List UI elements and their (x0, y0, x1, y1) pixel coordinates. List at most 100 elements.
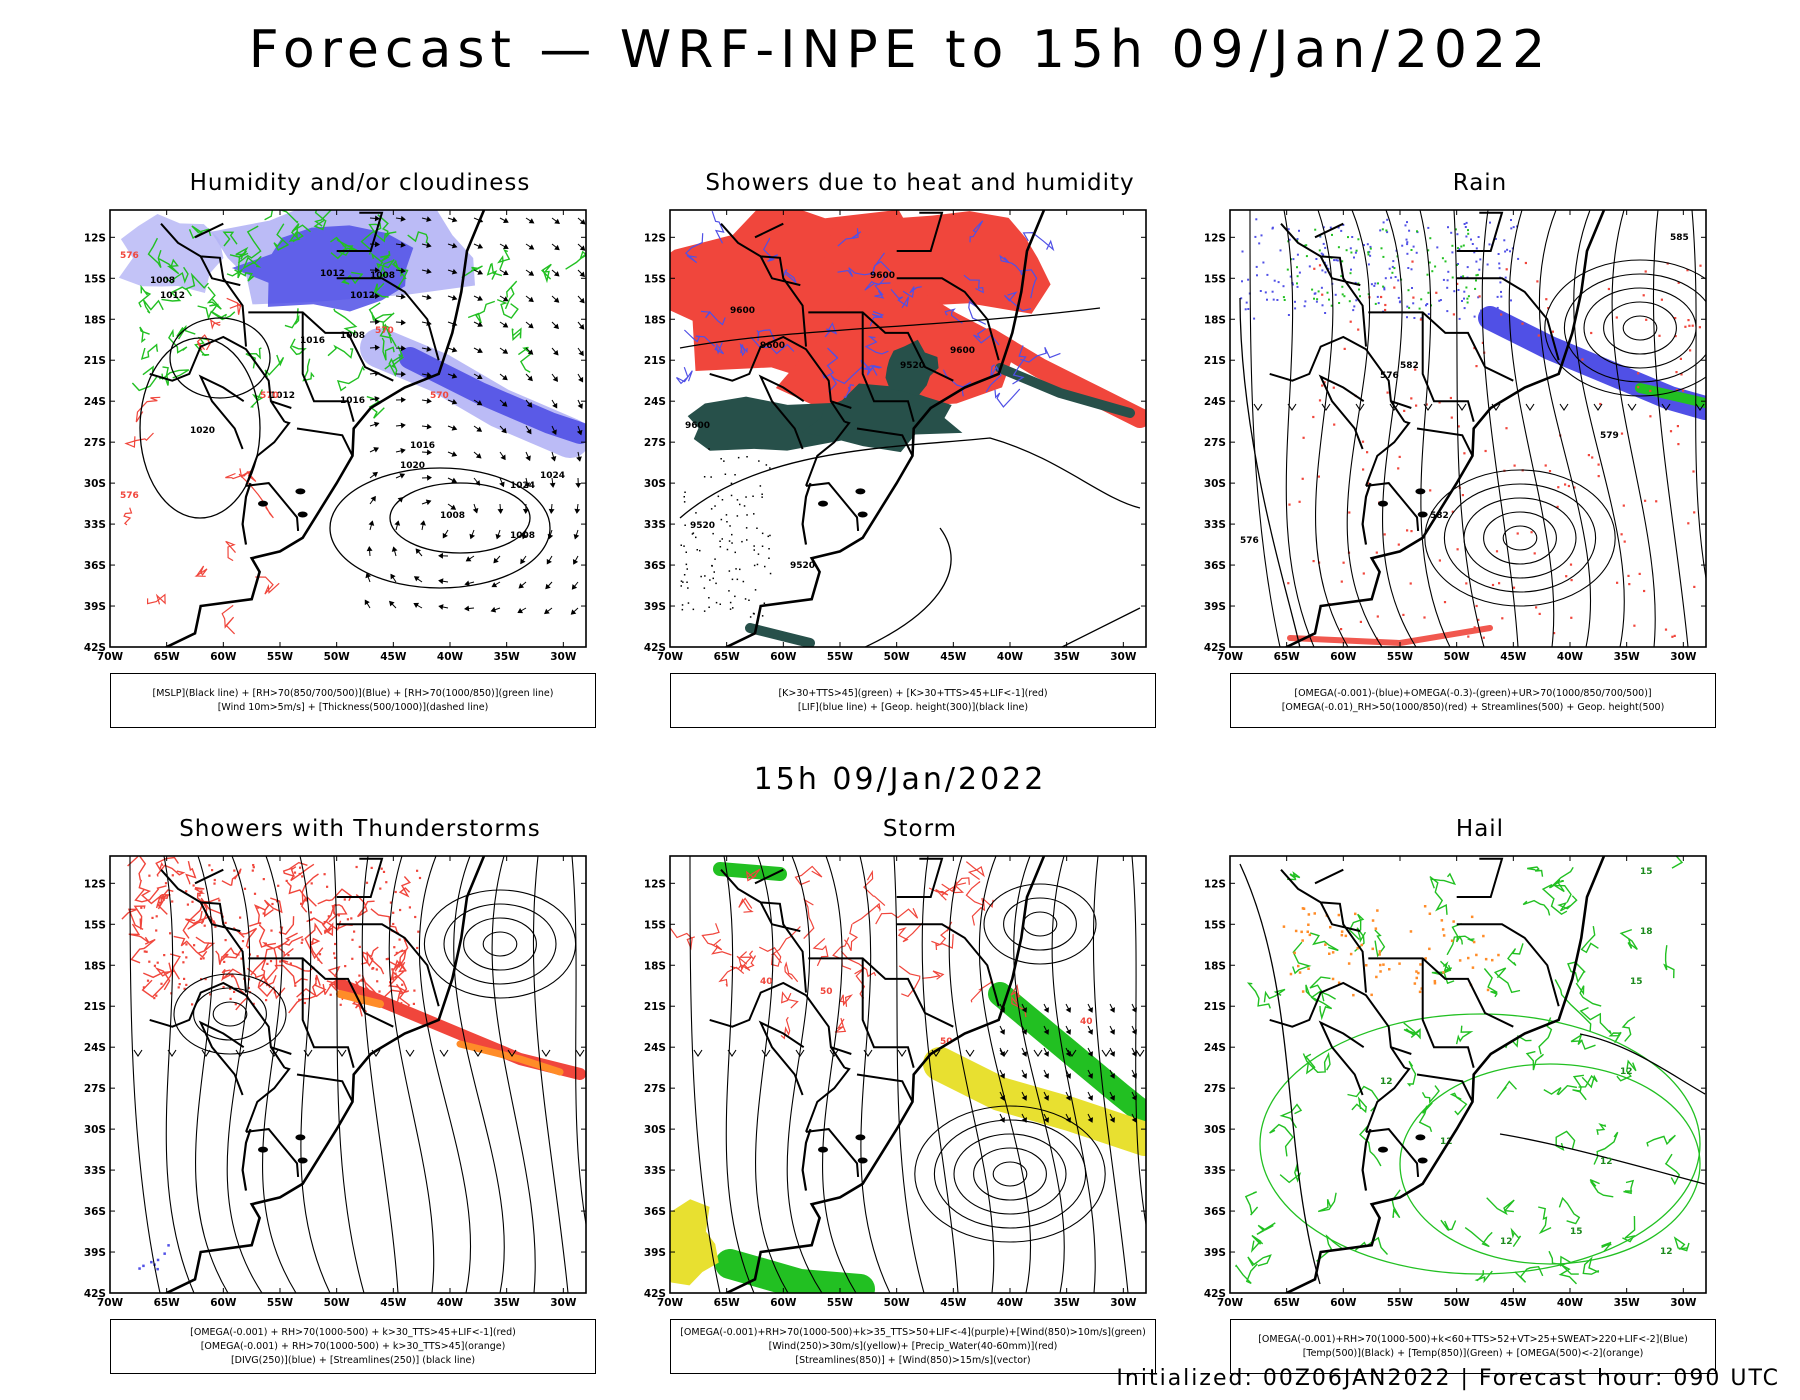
lat-tick-label: 21S (644, 355, 666, 367)
lon-tick-label: 70W (1217, 651, 1244, 663)
contour-label: 582 (1430, 511, 1449, 521)
contour-label: 1024 (540, 471, 565, 481)
legend-line: [OMEGA(-0.001)+RH>70(1000-500)+k>35_TTS>… (680, 1326, 1146, 1338)
lat-tick-label: 33S (644, 519, 666, 531)
lon-tick-label: 70W (657, 1297, 684, 1309)
precip-water-red (670, 861, 1027, 1040)
contour-label: 1012 (350, 291, 375, 301)
map-layers: 40 50 40 50 (670, 856, 1146, 1293)
panel-hail: Hail 15 18 15 12 12 12 12 12 15 12 12S 15S 18S 21S 24S 2… (1200, 816, 1760, 1376)
state-border (1314, 868, 1344, 885)
state-border (245, 1066, 291, 1133)
panel-showers-heat: Showers due to heat and humidity 9600 9600… (640, 170, 1200, 730)
panel-legend: [MSLP](Black line) + [RH>70(850/700/500)… (110, 673, 596, 728)
lat-tick-label: 30S (1204, 478, 1226, 490)
panel-storm: Storm 40 50 40 50 12S 15S 18S 21S 24S 27S 30S 33S 36S… (640, 816, 1200, 1376)
lon-tick-label: 55W (827, 1297, 854, 1309)
panel-legend: [OMEGA(-0.001)+RH>70(1000-500)+k<60+TTS>… (1230, 1319, 1716, 1374)
map-frame (1229, 209, 1707, 648)
contour-label: 1008 (370, 271, 395, 281)
lat-tick-label: 39S (84, 601, 106, 613)
contour-label: 1016 (340, 396, 365, 406)
state-border (1416, 427, 1474, 457)
state-border (1314, 222, 1344, 239)
state-border (336, 923, 440, 1007)
lake (1415, 488, 1426, 495)
lon-tick-label: 30W (1110, 1297, 1137, 1309)
lat-tick-label: 42S (1204, 642, 1226, 654)
state-border (709, 981, 846, 1069)
state-border (1318, 374, 1365, 450)
state-border (1390, 400, 1412, 409)
thunder-orange (336, 990, 384, 1008)
lon-tick-label: 30W (1670, 1297, 1697, 1309)
lon-tick-label: 60W (210, 1297, 237, 1309)
map-base (1269, 210, 1606, 647)
lat-tick-label: 30S (1204, 1124, 1226, 1136)
lat-tick-label: 12S (1204, 232, 1226, 244)
lon-tick-label: 50W (884, 651, 911, 663)
lat-tick-label: 42S (644, 1288, 666, 1300)
map-base (709, 210, 1046, 647)
lon-tick-label: 45W (1500, 651, 1527, 663)
lake (295, 1134, 306, 1141)
lat-tick-label: 36S (644, 560, 666, 572)
lat-tick-label: 36S (84, 1206, 106, 1218)
contour-label: 570 (430, 391, 449, 401)
lat-tick-label: 42S (84, 642, 106, 654)
state-border (720, 223, 807, 347)
state-border (861, 958, 915, 1068)
contour-label: 15 (1640, 867, 1653, 877)
rh-green-contours (461, 248, 586, 373)
lon-tick-label: 35W (494, 1297, 521, 1309)
lon-tick-label: 70W (657, 651, 684, 663)
lif-blue-contours (676, 211, 1061, 408)
state-border (896, 857, 944, 898)
contour-label: 50 (940, 1037, 953, 1047)
lake (258, 500, 268, 507)
rh-shading-west (118, 214, 224, 293)
lake (258, 1146, 268, 1153)
coastline (1285, 856, 1606, 1293)
state-border (1280, 869, 1367, 993)
map-frame (669, 855, 1147, 1294)
lat-tick-label: 27S (644, 1083, 666, 1095)
lat-tick-label: 39S (1204, 601, 1226, 613)
lat-tick-label: 18S (644, 314, 666, 326)
lat-tick-label: 42S (1204, 1288, 1226, 1300)
state-border (199, 255, 241, 287)
contour-label: 576 (120, 491, 139, 501)
lat-tick-label: 36S (84, 560, 106, 572)
legend-line: [OMEGA(-0.001)-(blue)+OMEGA(-0.3)-(green… (1294, 687, 1652, 699)
forecast-map: 40 50 40 50 12S 15S 18S 21S 24S 27S 30S 33S 36S 39S 42… (644, 855, 1147, 1309)
state-border (754, 222, 784, 239)
map-frame (109, 209, 587, 648)
contour-label: 1020 (400, 461, 425, 471)
lon-tick-label: 45W (940, 651, 967, 663)
temp500-line (1579, 1033, 1706, 1095)
state-border (1319, 255, 1361, 287)
lon-tick-label: 55W (267, 651, 294, 663)
state-border (1365, 1128, 1420, 1177)
state-border (1365, 420, 1411, 487)
contour-label: 12 (1440, 1137, 1453, 1147)
state-border (1456, 211, 1504, 252)
contour-label: 570 (375, 326, 394, 336)
mslp-isobar (139, 337, 261, 519)
instability-green-band (745, 623, 815, 647)
contour-label: 40 (760, 977, 773, 987)
state-border (1456, 857, 1504, 898)
state-border (805, 420, 851, 487)
wind850-green (988, 982, 1146, 1126)
map-base (709, 856, 1046, 1293)
state-border (805, 1128, 860, 1177)
legend-line: [OMEGA(-0.001)+RH>70(1000-500)+k<60+TTS>… (1258, 1333, 1688, 1345)
contour-label: 1016 (300, 336, 325, 346)
lat-tick-label: 30S (84, 478, 106, 490)
thunder-orange (456, 1040, 564, 1076)
lon-tick-label: 65W (714, 651, 741, 663)
lon-tick-label: 35W (1054, 651, 1081, 663)
